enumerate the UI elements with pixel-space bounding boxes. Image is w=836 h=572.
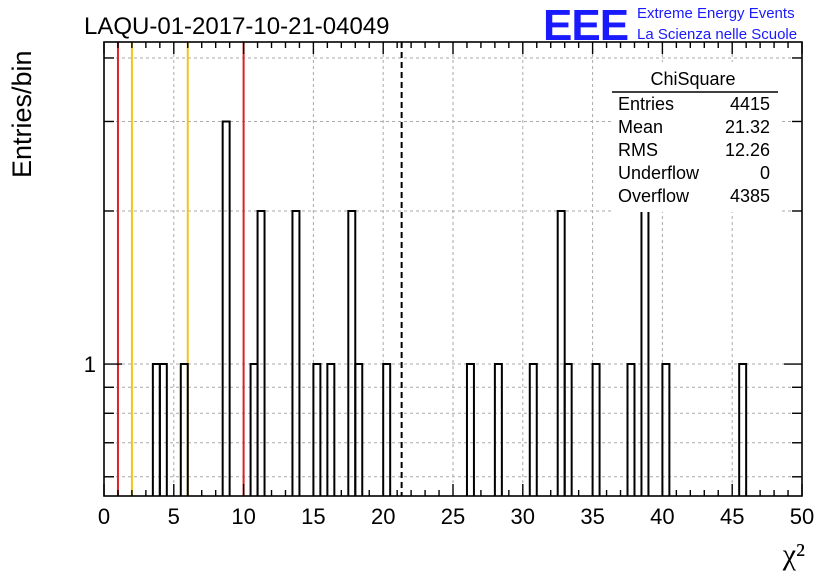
x-tick-label: 35 [580,504,604,529]
x-tick-label: 40 [650,504,674,529]
histogram-bin [465,363,475,496]
histogram-bin [738,363,748,496]
histogram-bin [179,363,189,496]
histogram-bin [528,363,538,496]
histogram-bin [382,363,392,496]
histogram-bin [151,363,161,496]
eee-logo-line2: La Scienza nelle Scuole [637,26,797,43]
stats-label: Underflow [618,163,700,183]
histogram-bin [661,363,671,496]
x-tick-label: 45 [720,504,744,529]
y-axis-label: Entries/bin [7,50,37,178]
x-tick-label: 15 [301,504,325,529]
histogram-bin [493,363,503,496]
stats-label: RMS [618,140,658,160]
stats-label: Overflow [618,186,690,206]
histogram-bin [249,363,259,496]
chart-title: LAQU-01-2017-10-21-04049 [84,13,390,40]
x-tick-label: 10 [231,504,255,529]
histogram-bin [158,363,168,496]
histogram-bin [591,363,601,496]
x-tick-labels: 0 5 10 15 20 25 30 35 40 45 50 [98,504,814,529]
stats-value: 12.26 [725,140,770,160]
stats-value: 0 [760,163,770,183]
histogram-bin [626,363,636,496]
stats-label: Mean [618,117,663,137]
stats-box-title: ChiSquare [650,69,735,89]
histogram-bin [347,209,357,496]
histogram-bin [563,363,573,496]
histogram-bin [256,209,266,496]
eee-logo: EEE Extreme Energy Events La Scienza nel… [543,1,797,50]
x-tick-label: 50 [790,504,814,529]
histogram-bin [326,363,336,496]
x-tick-label: 5 [168,504,180,529]
stats-value: 21.32 [725,117,770,137]
histogram-bin [556,209,566,496]
y-tick-label: 1 [84,352,96,377]
stats-label: Entries [618,94,674,114]
stats-box: ChiSquare Entries 4415 Mean 21.32 RMS 12.26 Un… [612,62,780,212]
eee-logo-line1: Extreme Energy Events [637,5,795,22]
stats-value: 4385 [730,186,770,206]
x-axis-label: χ² [782,538,805,571]
histogram-bin [312,363,322,496]
histogram-bin [354,363,364,496]
histogram-bin [221,120,231,496]
histogram-bin [640,209,650,496]
x-tick-label: 0 [98,504,110,529]
x-tick-label: 30 [511,504,535,529]
x-tick-label: 25 [441,504,465,529]
histogram-bin [291,209,301,496]
x-tick-label: 20 [371,504,395,529]
histogram-bins [151,120,748,496]
stats-value: 4415 [730,94,770,114]
y-tick-labels: 1 [84,352,96,377]
axis-ticks [103,42,803,496]
eee-logo-mark: EEE [543,1,628,50]
